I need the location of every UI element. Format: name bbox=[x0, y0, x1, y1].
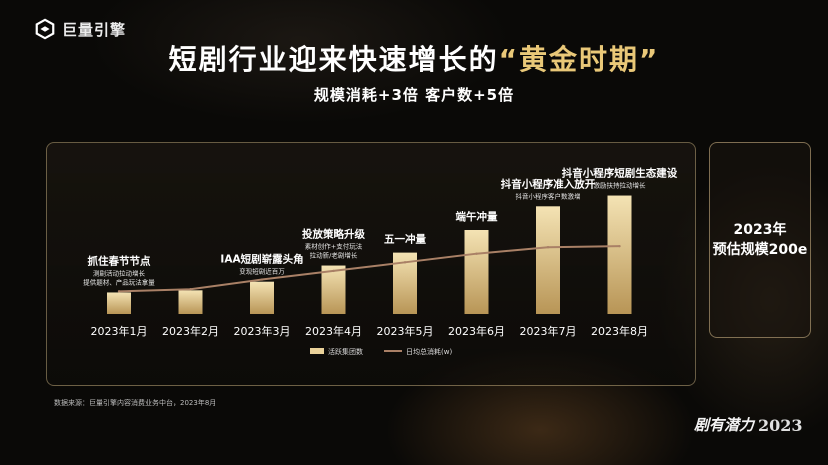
bar-2 bbox=[178, 290, 203, 314]
x-tick-label: 2023年7月 bbox=[520, 324, 577, 338]
annotation-title-7: 抖音小程序短剧生态建设 bbox=[562, 167, 678, 180]
bar-7 bbox=[536, 206, 560, 314]
spend-point-1 bbox=[117, 290, 121, 293]
spend-point-8 bbox=[618, 244, 621, 248]
annotation-title-4: 五一冲量 bbox=[384, 233, 426, 246]
x-tick-label: 2023年8月 bbox=[591, 324, 648, 338]
spend-point-5 bbox=[403, 261, 407, 264]
x-tick-label: 2023年3月 bbox=[234, 324, 291, 338]
bar-3 bbox=[250, 281, 274, 314]
event-year: 2023 bbox=[758, 416, 803, 435]
estimate-box: 2023年 预估规模200e bbox=[709, 142, 811, 338]
legend-bar-label: 活跃集团数 bbox=[328, 347, 363, 356]
annotation-detail-7-1: 激励扶持拉动增长 bbox=[594, 181, 647, 190]
spend-point-2 bbox=[189, 288, 192, 291]
x-tick-label: 2023年2月 bbox=[162, 324, 219, 338]
page-title-highlight: “黄金时期” bbox=[498, 43, 660, 76]
annotation-title-6: 抖音小程序准入放开 bbox=[501, 177, 596, 190]
annotation-detail-3-1: 素材创作+支付玩法 bbox=[305, 242, 363, 251]
ocean-engine-logo-icon bbox=[35, 18, 55, 40]
spend-line bbox=[118, 245, 620, 293]
estimate-year: 2023年 bbox=[733, 222, 787, 238]
annotation-detail-3-2: 拉动新/老剧增长 bbox=[310, 251, 358, 260]
page-subtitle: 规模消耗+3倍 客户数+5倍 bbox=[313, 86, 515, 104]
chart-panel bbox=[46, 142, 696, 386]
brand-logo: 巨量引擎 bbox=[34, 18, 126, 40]
legend-bar-swatch bbox=[310, 348, 324, 354]
spend-point-6 bbox=[475, 252, 478, 255]
bar-6 bbox=[464, 230, 489, 314]
spend-point-7 bbox=[546, 246, 550, 249]
annotation-title-1: 抓住春节节点 bbox=[88, 254, 151, 267]
event-brand: 剧有潜力 2023 bbox=[694, 414, 803, 435]
data-source-note: 数据来源：巨量引擎内容消费业务中台，2023年8月 bbox=[54, 399, 217, 407]
legend-line-label: 日均总消耗(w) bbox=[406, 347, 452, 356]
annotation-detail-6-1: 抖音小程序客户数激增 bbox=[516, 191, 581, 200]
x-tick-label: 2023年1月 bbox=[91, 324, 148, 338]
bar-1 bbox=[107, 292, 131, 314]
page-title: 短剧行业迎来快速增长的“黄金时期” bbox=[0, 38, 828, 78]
x-tick-label: 2023年5月 bbox=[377, 324, 434, 338]
event-slogan: 剧有潜力 bbox=[694, 416, 755, 434]
spend-point-3 bbox=[260, 278, 264, 281]
annotation-detail-2-1: 变现短剧近百万 bbox=[239, 267, 285, 276]
spend-point-4 bbox=[332, 269, 335, 273]
annotation-title-2: IAA短剧崭露头角 bbox=[220, 253, 303, 266]
page-title-main: 短剧行业迎来快速增长的 bbox=[168, 43, 499, 76]
annotation-detail-1-2: 提供题材、产品玩法拿量 bbox=[83, 277, 155, 286]
annotation-title-5: 端午冲量 bbox=[456, 210, 498, 223]
bar-4 bbox=[321, 265, 346, 314]
estimate-value: 预估规模200e bbox=[712, 242, 808, 258]
x-tick-label: 2023年6月 bbox=[448, 324, 505, 338]
annotation-title-3: 投放策略升级 bbox=[302, 228, 365, 241]
bar-8 bbox=[607, 195, 632, 314]
brand-logo-text: 巨量引擎 bbox=[62, 20, 127, 39]
annotation-detail-1-1: 测剧活动拉动增长 bbox=[93, 268, 146, 277]
x-tick-label: 2023年4月 bbox=[305, 324, 362, 338]
